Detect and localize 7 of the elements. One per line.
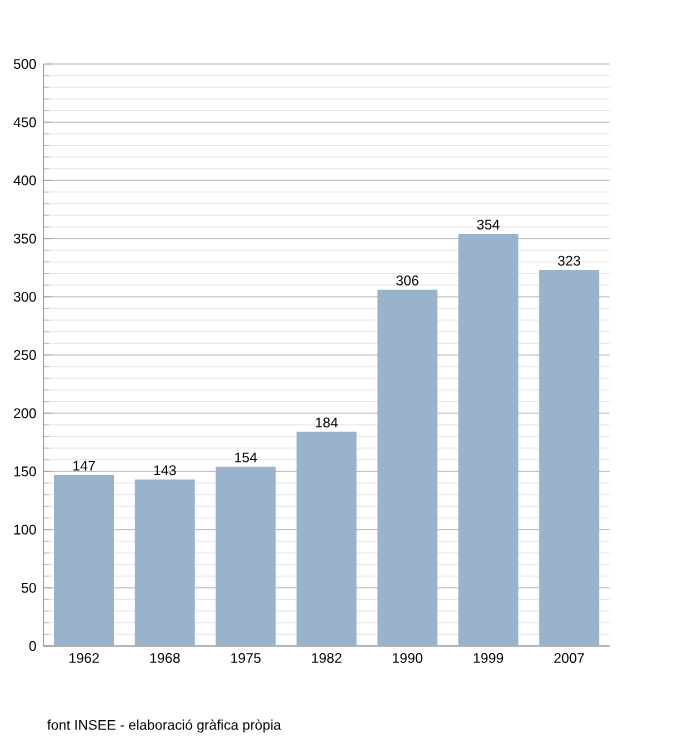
bar <box>134 479 195 646</box>
bar <box>539 270 600 646</box>
bar <box>54 474 114 646</box>
bar <box>458 233 519 646</box>
bar <box>296 431 357 646</box>
bar <box>377 289 438 646</box>
bar <box>215 466 276 646</box>
